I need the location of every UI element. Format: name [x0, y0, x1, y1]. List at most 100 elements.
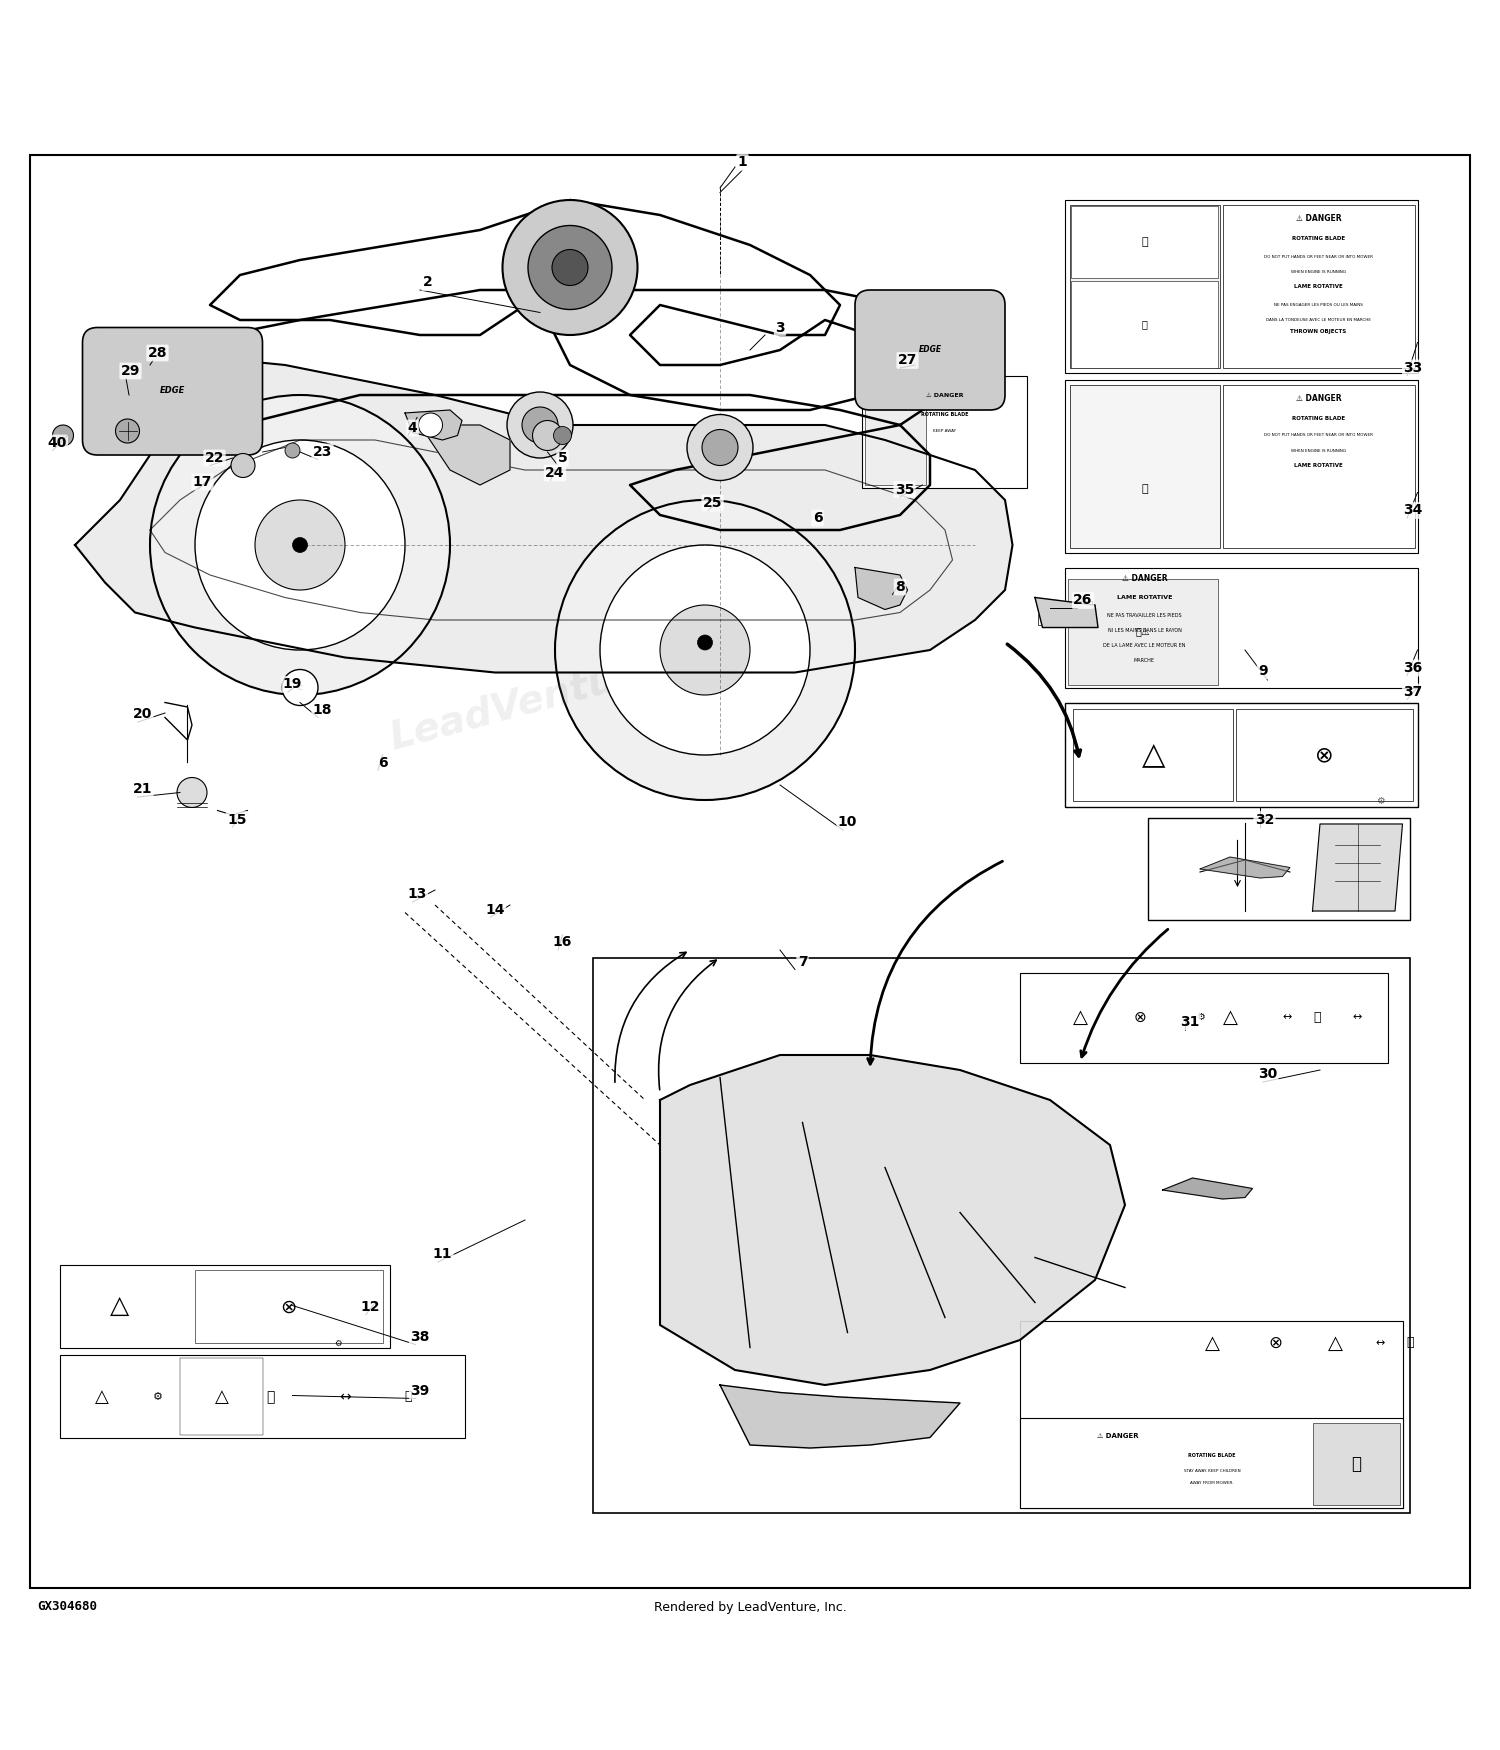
Text: WHEN ENGINE IS RUNNING: WHEN ENGINE IS RUNNING	[1292, 270, 1346, 275]
Text: 👤: 👤	[1142, 485, 1148, 495]
Bar	[592, 957, 1410, 1512]
Text: ⊗: ⊗	[1316, 746, 1334, 765]
Bar	[1071, 282, 1218, 368]
Polygon shape	[75, 357, 1012, 672]
Text: ↔: ↔	[1282, 1013, 1292, 1022]
Text: 29: 29	[122, 364, 140, 378]
Text: 16: 16	[554, 936, 572, 950]
Text: △: △	[1142, 740, 1166, 770]
Text: 1: 1	[738, 156, 747, 170]
Text: ⚠ DANGER: ⚠ DANGER	[1296, 394, 1341, 402]
Text: ⚠ DANGER: ⚠ DANGER	[1122, 574, 1167, 583]
Circle shape	[532, 420, 562, 450]
Polygon shape	[1200, 858, 1290, 878]
Circle shape	[53, 425, 74, 446]
Circle shape	[177, 777, 207, 807]
Circle shape	[116, 418, 140, 443]
Text: 11: 11	[432, 1248, 453, 1262]
Circle shape	[419, 413, 442, 438]
Text: LAME ROTATIVE: LAME ROTATIVE	[1294, 285, 1342, 289]
Circle shape	[660, 606, 750, 695]
Text: ROTATING BLADE: ROTATING BLADE	[1292, 236, 1346, 242]
Text: ROTATING BLADE: ROTATING BLADE	[1188, 1452, 1236, 1458]
Text: 37: 37	[1404, 684, 1422, 698]
Bar	[862, 376, 1028, 488]
Text: 27: 27	[898, 354, 916, 367]
Text: LeadVenture: LeadVenture	[386, 648, 664, 756]
Text: 24: 24	[546, 466, 564, 480]
Text: △: △	[214, 1388, 230, 1405]
Text: KEEP AWAY: KEEP AWAY	[933, 429, 957, 432]
Bar	[1222, 385, 1414, 548]
Text: ROTATING BLADE: ROTATING BLADE	[1292, 416, 1346, 422]
Bar	[1071, 206, 1218, 278]
Polygon shape	[1312, 824, 1402, 912]
Text: ⚙: ⚙	[1376, 796, 1384, 807]
Text: 15: 15	[228, 812, 246, 826]
Circle shape	[528, 226, 612, 310]
Text: 34: 34	[1404, 504, 1422, 518]
Text: 23: 23	[314, 444, 332, 458]
Circle shape	[555, 500, 855, 800]
Text: △: △	[1328, 1334, 1342, 1353]
Polygon shape	[1035, 597, 1098, 628]
Bar	[1236, 709, 1413, 802]
Text: NE PAS ENGAGER LES PIEDS OU LES MAINS: NE PAS ENGAGER LES PIEDS OU LES MAINS	[1274, 303, 1364, 306]
Bar	[1020, 1321, 1402, 1508]
Text: 🏃: 🏃	[1352, 1456, 1360, 1474]
Text: △: △	[1072, 1008, 1088, 1027]
Text: 32: 32	[1256, 812, 1274, 826]
Text: 12: 12	[360, 1300, 381, 1314]
Text: 8: 8	[896, 579, 904, 593]
Text: EDGE: EDGE	[918, 345, 942, 355]
Bar	[180, 1358, 262, 1435]
Bar	[1020, 1418, 1402, 1508]
Text: 39: 39	[411, 1384, 429, 1398]
Text: EDGE: EDGE	[160, 387, 184, 396]
Bar	[1072, 709, 1233, 802]
Text: Rendered by LeadVenture, Inc.: Rendered by LeadVenture, Inc.	[654, 1601, 846, 1614]
Circle shape	[687, 415, 753, 481]
Text: 30: 30	[1258, 1068, 1276, 1082]
Text: 🚶: 🚶	[266, 1390, 274, 1404]
Bar	[1312, 1423, 1400, 1505]
Circle shape	[554, 427, 572, 444]
Polygon shape	[660, 1055, 1125, 1384]
Text: 28: 28	[147, 346, 168, 360]
Text: ⚙: ⚙	[333, 1339, 340, 1348]
Circle shape	[231, 453, 255, 478]
Bar	[1148, 817, 1410, 920]
Circle shape	[285, 443, 300, 458]
Bar	[1068, 579, 1218, 684]
Text: 33: 33	[1404, 360, 1422, 374]
Bar	[1020, 973, 1388, 1062]
Text: 3: 3	[776, 320, 784, 334]
Text: 6: 6	[378, 756, 387, 770]
Text: DE LA LAME AVEC LE MOTEUR EN: DE LA LAME AVEC LE MOTEUR EN	[1102, 642, 1185, 648]
Bar	[60, 1354, 465, 1437]
Text: GX304680: GX304680	[38, 1601, 98, 1614]
Bar	[1065, 380, 1418, 553]
Circle shape	[255, 500, 345, 590]
Circle shape	[292, 537, 308, 553]
Text: STAY AWAY. KEEP CHILDREN: STAY AWAY. KEEP CHILDREN	[1184, 1468, 1240, 1472]
Text: 20: 20	[134, 707, 152, 721]
Bar	[1038, 600, 1092, 625]
Text: ⚠ DANGER: ⚠ DANGER	[1096, 1433, 1138, 1438]
Text: △: △	[94, 1388, 110, 1405]
Text: ROTATING BLADE: ROTATING BLADE	[921, 411, 969, 416]
Bar	[1070, 385, 1220, 548]
Text: DO NOT PUT HANDS OR FEET NEAR OR INTO MOWER: DO NOT PUT HANDS OR FEET NEAR OR INTO MO…	[1264, 434, 1372, 438]
Text: MARCHE: MARCHE	[1134, 658, 1155, 663]
Text: LAME ROTATIVE: LAME ROTATIVE	[1118, 595, 1172, 600]
Text: 14: 14	[486, 903, 504, 917]
Text: ↔: ↔	[1376, 1339, 1384, 1348]
Circle shape	[507, 392, 573, 458]
Bar	[1065, 702, 1418, 807]
Text: 10: 10	[839, 816, 856, 829]
FancyBboxPatch shape	[82, 327, 262, 455]
Polygon shape	[1162, 1178, 1252, 1199]
Bar	[1070, 205, 1220, 368]
Text: 21: 21	[132, 782, 153, 796]
Text: ⊗: ⊗	[1134, 1010, 1146, 1026]
